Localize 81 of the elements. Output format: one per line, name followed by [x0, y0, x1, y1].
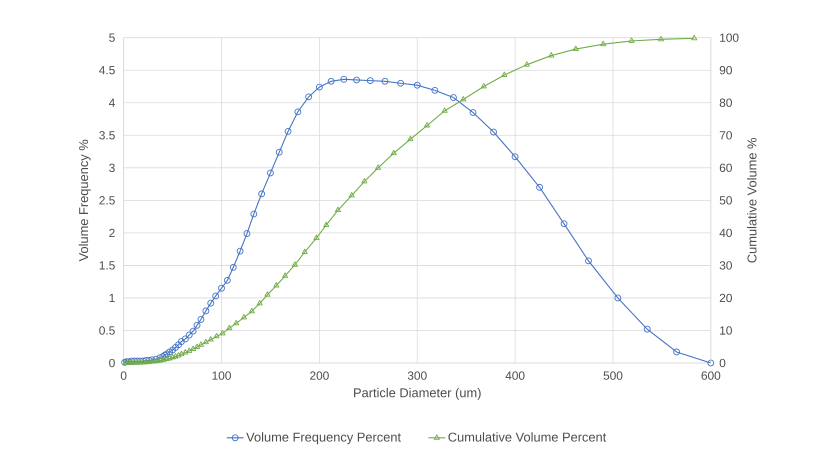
point — [691, 34, 698, 40]
point — [334, 206, 341, 212]
y2-tick-label: 0 — [720, 358, 726, 368]
point — [302, 248, 308, 254]
point — [524, 61, 530, 67]
y2-tick-label: 50 — [720, 196, 732, 204]
y2-tick-label: 20 — [720, 294, 732, 302]
point — [273, 282, 280, 288]
point — [166, 354, 173, 360]
y2-tick-label: 30 — [720, 261, 732, 270]
x-tick-label: 600 — [702, 371, 720, 380]
point — [178, 350, 184, 356]
point — [348, 192, 355, 198]
point — [202, 338, 209, 344]
point — [323, 222, 330, 227]
point — [282, 272, 288, 278]
x-tick-label: 400 — [506, 371, 525, 380]
point — [407, 136, 414, 142]
point — [256, 300, 263, 306]
point — [424, 122, 430, 128]
point — [226, 324, 232, 330]
point — [361, 178, 368, 184]
point — [241, 314, 248, 320]
legend-label: Cumulative Volume Percent — [448, 432, 606, 442]
point — [501, 72, 508, 77]
point — [572, 46, 579, 51]
x-tick-label: 500 — [604, 371, 622, 380]
point — [548, 52, 554, 58]
point — [164, 356, 170, 361]
point — [170, 354, 176, 360]
point — [182, 349, 188, 354]
y2-tick-label: 60 — [720, 164, 732, 172]
y2-tick-label: 80 — [720, 98, 732, 107]
point — [248, 308, 255, 314]
point — [480, 82, 487, 88]
point — [186, 347, 192, 353]
y-tick-label: 3.5 — [99, 131, 115, 140]
y-tick-label: 0 — [109, 358, 115, 368]
y2-tick-label: 70 — [720, 131, 732, 140]
point — [233, 320, 240, 326]
point — [460, 96, 466, 102]
point — [208, 336, 214, 342]
point — [175, 352, 182, 358]
point — [442, 107, 448, 113]
y-tick-label: 1 — [110, 294, 115, 302]
point — [390, 150, 397, 156]
point — [375, 164, 382, 170]
legend-label: Volume Frequency Percent — [246, 432, 401, 444]
y-tick-label: 3 — [109, 164, 115, 172]
y-tick-label: 1.5 — [100, 261, 115, 270]
y-tick-label: 2.5 — [99, 196, 115, 204]
point — [628, 37, 635, 43]
point — [658, 36, 664, 42]
point — [158, 356, 164, 362]
y-tick-label: 0.5 — [99, 326, 115, 335]
point — [214, 332, 220, 338]
point — [313, 234, 320, 240]
y-tick-label: 2 — [109, 228, 115, 237]
x-tick-label: 0 — [120, 371, 126, 380]
y2-tick-label: 40 — [719, 228, 732, 237]
point — [600, 40, 606, 46]
point — [198, 341, 204, 347]
point — [219, 330, 226, 336]
point — [194, 344, 200, 349]
point — [264, 291, 271, 297]
y-axis-title: Volume Frequency % — [78, 140, 91, 262]
y-tick-label: 5 — [109, 33, 115, 42]
point — [172, 353, 179, 358]
point — [292, 261, 298, 267]
y2-tick-label: 90 — [720, 66, 732, 74]
x-tick-label: 300 — [408, 371, 427, 380]
y-tick-label: 4.5 — [99, 66, 115, 74]
x-tick-label: 200 — [310, 371, 329, 380]
y-tick-label: 4 — [108, 98, 115, 107]
point — [160, 356, 167, 362]
y2-axis-title: Cumulative Volume % — [747, 138, 757, 262]
point — [190, 346, 196, 351]
y2-tick-label: 10 — [720, 326, 732, 335]
x-axis-title: Particle Diameter (um) — [354, 388, 481, 400]
y2-tick-label: 100 — [720, 33, 739, 42]
x-tick-label: 100 — [212, 371, 231, 380]
